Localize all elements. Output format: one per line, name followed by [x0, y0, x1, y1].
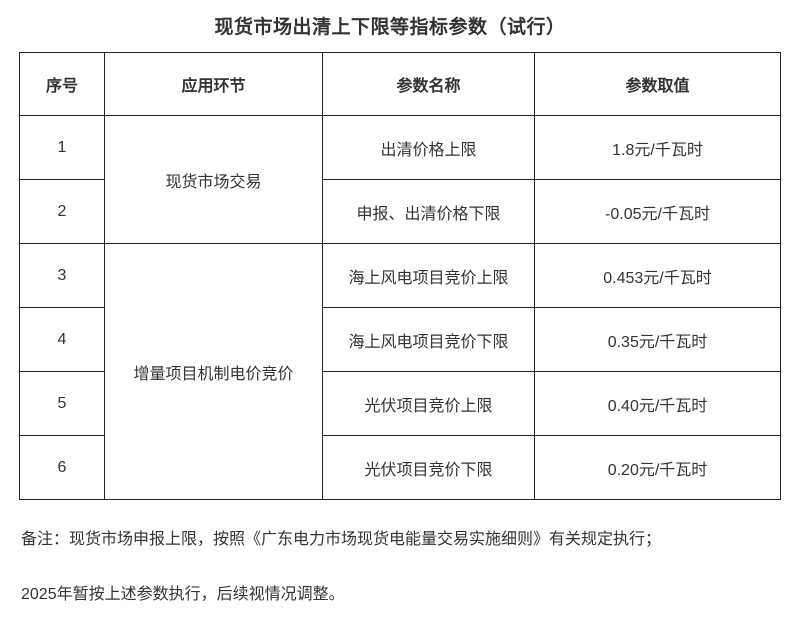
- param-name-cell: 光伏项目竞价上限: [322, 371, 535, 436]
- param-value-cell: 1.8元/千瓦时: [534, 115, 781, 180]
- table-row: 6 光伏项目竞价下限 0.20元/千瓦时: [19, 435, 781, 500]
- table-row: 5 光伏项目竞价上限 0.40元/千瓦时: [19, 371, 781, 436]
- stage-cell: 增量项目机制电价竞价: [104, 243, 323, 500]
- header-cell-param: 参数名称: [322, 52, 535, 116]
- param-name-cell: 海上风电项目竞价下限: [322, 307, 535, 372]
- footnotes: 备注：现货市场申报上限，按照《广东电力市场现货电能量交易实施细则》有关规定执行；…: [21, 529, 773, 606]
- param-value-cell: 0.35元/千瓦时: [534, 307, 781, 372]
- seq-cell: 5: [19, 371, 105, 436]
- header-cell-seq: 序号: [19, 52, 105, 116]
- seq-cell: 1: [19, 115, 105, 180]
- note-line: 2025年暂按上述参数执行，后续视情况调整。: [21, 586, 345, 603]
- seq-cell: 6: [19, 435, 105, 500]
- param-name-cell: 出清价格上限: [322, 115, 535, 180]
- table-row: 4 海上风电项目竞价下限 0.35元/千瓦时: [19, 307, 781, 372]
- seq-cell: 3: [19, 243, 105, 308]
- param-value-cell: 0.453元/千瓦时: [534, 243, 781, 308]
- param-name-cell: 申报、出清价格下限: [322, 179, 535, 244]
- param-value-cell: 0.20元/千瓦时: [534, 435, 781, 500]
- params-table: 序号 应用环节 参数名称 参数取值 1 现货市场交易 出清价格上限 1.8元/千…: [19, 52, 781, 500]
- seq-cell: 2: [19, 179, 105, 244]
- stage-cell: 现货市场交易: [104, 115, 323, 244]
- note-line: 备注：现货市场申报上限，按照《广东电力市场现货电能量交易实施细则》有关规定执行；: [21, 531, 662, 548]
- header-cell-value: 参数取值: [534, 52, 781, 116]
- table-row: 3 增量项目机制电价竞价 海上风电项目竞价上限 0.453元/千瓦时: [19, 243, 781, 500]
- table-row: 2 申报、出清价格下限 -0.05元/千瓦时: [19, 179, 781, 244]
- seq-cell: 4: [19, 307, 105, 372]
- param-value-cell: -0.05元/千瓦时: [534, 179, 781, 244]
- param-value-cell: 0.40元/千瓦时: [534, 371, 781, 436]
- table-row: 1 现货市场交易 出清价格上限 1.8元/千瓦时: [19, 115, 781, 244]
- header-row: 序号 应用环节 参数名称 参数取值: [19, 52, 781, 116]
- page-title: 现货市场出清上下限等指标参数（试行）: [214, 17, 566, 38]
- param-name-cell: 海上风电项目竞价上限: [322, 243, 535, 308]
- header-cell-stage: 应用环节: [104, 52, 323, 116]
- param-name-cell: 光伏项目竞价下限: [322, 435, 535, 500]
